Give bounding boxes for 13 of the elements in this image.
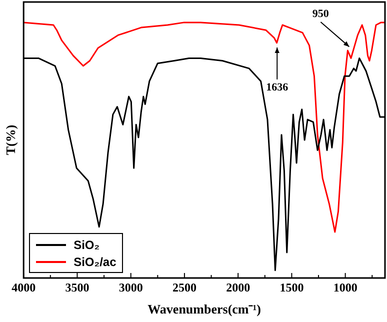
x-tick-label: 3000 xyxy=(118,280,143,294)
x-axis-title: Wavenumbers(cm⁻¹) xyxy=(148,302,261,317)
x-tick-label: 2500 xyxy=(172,280,196,294)
legend-label: SiO₂/ac xyxy=(74,254,116,268)
x-tick-label: 1000 xyxy=(333,280,358,294)
x-tick-label: 1500 xyxy=(280,280,304,294)
y-axis-title: T(%) xyxy=(3,124,18,156)
annotation: 950 xyxy=(312,8,330,20)
annotation: 1636 xyxy=(266,81,289,94)
legend-label: SiO₂ xyxy=(74,238,100,252)
x-tick-label: 4000 xyxy=(12,280,36,294)
x-tick-label: 2000 xyxy=(226,280,250,294)
x-tick-label: 3500 xyxy=(65,280,90,294)
